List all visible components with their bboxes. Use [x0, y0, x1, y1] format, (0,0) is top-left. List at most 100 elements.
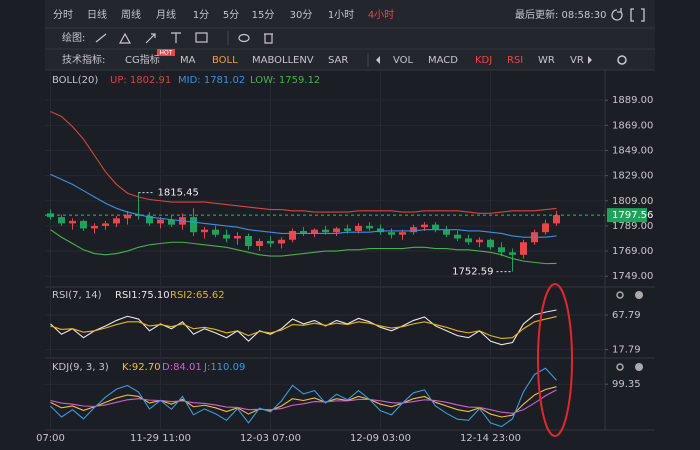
- arrow-tool[interactable]: [145, 33, 156, 44]
- period-tab[interactable]: 30分: [290, 9, 313, 21]
- period-tab[interactable]: 4小时: [368, 9, 394, 21]
- candle-body: [234, 235, 241, 239]
- series-line: [50, 389, 557, 414]
- candle-body: [58, 217, 65, 224]
- period-tab[interactable]: 周线: [121, 8, 141, 21]
- y-tick-label: 1889.00: [612, 95, 653, 106]
- candle-body: [509, 252, 516, 255]
- candle-body: [69, 220, 76, 224]
- period-tab[interactable]: 分时: [53, 9, 73, 21]
- last-price-box: [607, 208, 647, 223]
- candle-body: [465, 238, 472, 243]
- candle-body: [333, 228, 340, 233]
- y-tick-label: 99.35: [612, 379, 641, 390]
- candle-body: [553, 215, 560, 224]
- candle-body: [366, 225, 373, 229]
- line-tool[interactable]: [95, 33, 107, 43]
- triangle-tool[interactable]: [118, 32, 132, 44]
- series-line: [50, 367, 557, 428]
- indicator-tab[interactable]: CG指标: [125, 53, 160, 66]
- y-tick-label: 67.79: [612, 310, 641, 321]
- candle-body: [432, 224, 439, 230]
- candle-body: [476, 239, 483, 243]
- period-tab[interactable]: 月线: [156, 8, 176, 21]
- candle-body: [212, 229, 219, 235]
- candle-body: [520, 242, 527, 255]
- panel-close[interactable]: [635, 291, 643, 299]
- panel-close[interactable]: [635, 363, 643, 371]
- y-tick-label: 1829.00: [612, 171, 653, 182]
- eye-icon[interactable]: [238, 33, 250, 43]
- y-tick-label: 1769.00: [612, 246, 653, 257]
- candle-body: [91, 225, 98, 229]
- period-tab[interactable]: 5分: [223, 9, 239, 21]
- candle-body: [113, 218, 120, 224]
- high-annotation: 1815.45: [158, 188, 199, 199]
- indicator-tab[interactable]: BOLL: [212, 55, 238, 66]
- candle-body: [344, 228, 351, 231]
- refresh-icon[interactable]: [611, 8, 623, 21]
- x-tick-label: 12-14 23:00: [460, 433, 521, 444]
- candle-body: [124, 214, 131, 219]
- indicator-tab[interactable]: VOL: [393, 55, 414, 66]
- indicator-tab[interactable]: WR: [538, 55, 555, 66]
- indicator-tab[interactable]: ENV: [293, 55, 314, 66]
- candle-body: [157, 219, 164, 224]
- y-tick-label: 1869.00: [612, 120, 653, 131]
- draw-label: 绘图:: [62, 31, 85, 44]
- candle-body: [498, 247, 505, 253]
- x-tick-label: 07:00: [36, 433, 65, 444]
- period-tab[interactable]: 1分: [193, 9, 209, 21]
- hot-badge-bg: [157, 49, 175, 56]
- indicator-tab[interactable]: MABOLL: [252, 55, 294, 66]
- candle-body: [245, 235, 252, 247]
- text-tool[interactable]: [171, 32, 181, 43]
- period-tab[interactable]: 1小时: [328, 9, 354, 21]
- x-tick-label: 12-09 03:00: [350, 433, 411, 444]
- indicator-tab[interactable]: SAR: [328, 55, 348, 66]
- y-tick-label: 17.79: [612, 345, 641, 356]
- candle-body: [80, 220, 87, 229]
- candle-body: [47, 213, 54, 218]
- last-update: 最后更新: 08:58:30: [515, 8, 606, 21]
- period-tab[interactable]: 日线: [87, 8, 107, 21]
- scroll-left[interactable]: [376, 56, 380, 64]
- fullscreen-icon[interactable]: [630, 8, 645, 22]
- panel-header-value: J:110.09: [203, 362, 245, 373]
- indicator-tab[interactable]: KDJ: [475, 55, 492, 66]
- indicator-tab[interactable]: RSI: [507, 55, 523, 66]
- candle-body: [454, 234, 461, 239]
- panel-settings[interactable]: [616, 363, 624, 371]
- period-tab[interactable]: 15分: [252, 9, 275, 21]
- indicator-tab[interactable]: VR: [570, 55, 584, 66]
- candle-body: [190, 217, 197, 233]
- candle-body: [289, 230, 296, 240]
- candle-body: [300, 230, 307, 234]
- candle-body: [399, 232, 406, 235]
- x-tick-label: 12-03 07:00: [240, 433, 301, 444]
- candle-body: [267, 240, 274, 244]
- low-annotation: 1752.59: [452, 267, 493, 278]
- indicator-tab[interactable]: MA: [180, 55, 196, 66]
- panel-settings[interactable]: [616, 291, 624, 299]
- toolbar-bg: [45, 0, 655, 70]
- last-price-label: 1797.56: [612, 210, 653, 221]
- series-line: [50, 173, 557, 238]
- trash-icon[interactable]: [264, 33, 273, 44]
- highlight-ellipse: [537, 283, 573, 437]
- candle-body: [256, 240, 263, 247]
- candle-body: [421, 224, 428, 228]
- panel-header-value: UP: 1802.91: [110, 75, 171, 86]
- settings-icon[interactable]: [617, 55, 627, 65]
- panel-header-value: RSI2:65.62: [170, 290, 225, 301]
- y-tick-label: 1849.00: [612, 145, 653, 156]
- x-tick-label: 11-29 11:00: [130, 433, 191, 444]
- fib-tool[interactable]: [195, 32, 208, 43]
- candle-body: [135, 214, 142, 216]
- panel-header-value: RSI1:75.10: [115, 290, 170, 301]
- indicator-tab[interactable]: MACD: [428, 55, 458, 66]
- scroll-right[interactable]: [588, 56, 592, 64]
- y-tick-label: 1809.00: [612, 196, 653, 207]
- panel-title: BOLL(20): [52, 75, 98, 86]
- candle-body: [377, 228, 384, 233]
